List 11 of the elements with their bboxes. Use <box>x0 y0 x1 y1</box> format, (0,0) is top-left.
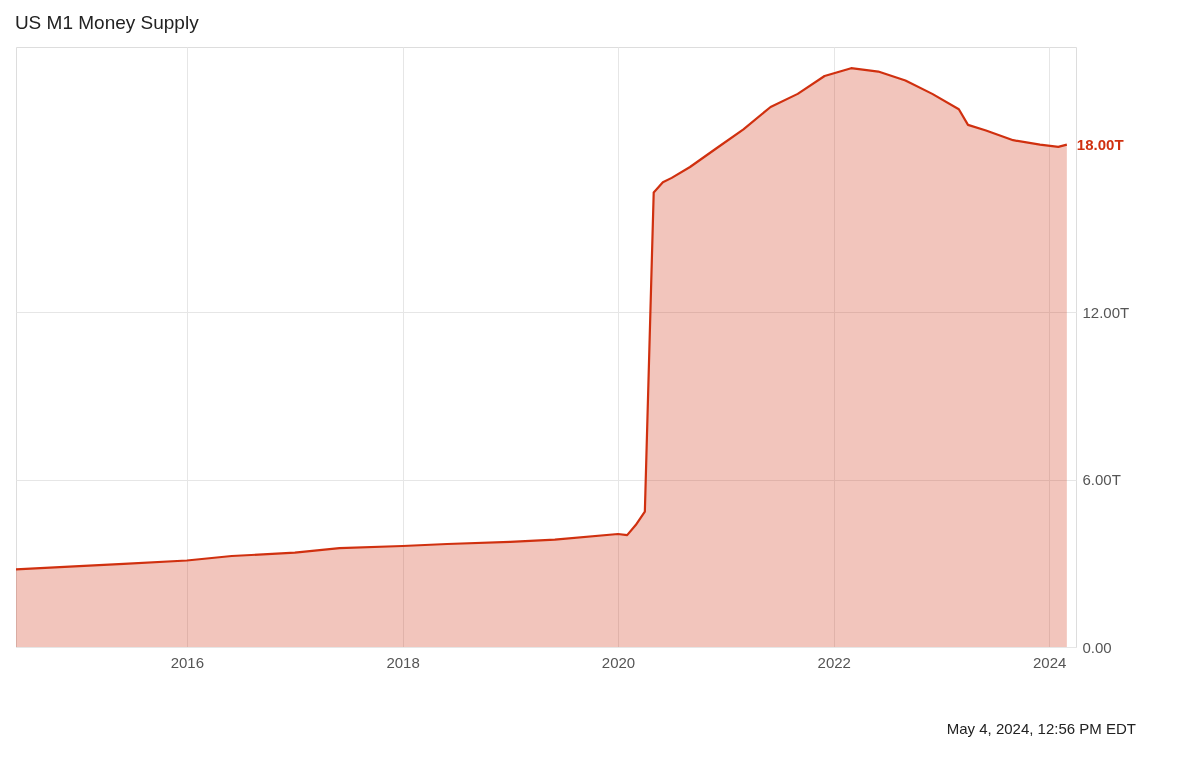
x-tick-label: 2016 <box>170 653 205 671</box>
annotation: 18.00T <box>1076 135 1124 153</box>
x-tick-label: 2022 <box>817 653 851 671</box>
text: May 4, 2024, 12:56 PM EDT <box>946 720 1136 737</box>
x-tick-label: 2024 <box>1032 653 1067 671</box>
y-tick-label: 12.00T <box>1082 303 1130 321</box>
chart-title: US M1 Money Supply <box>14 12 200 33</box>
y-tick-label: 6.00T <box>1082 471 1121 489</box>
y-tick-label: 0.00 <box>1082 638 1112 656</box>
x-tick-label: 2018 <box>386 653 420 671</box>
x-tick-label: 2020 <box>601 653 636 671</box>
